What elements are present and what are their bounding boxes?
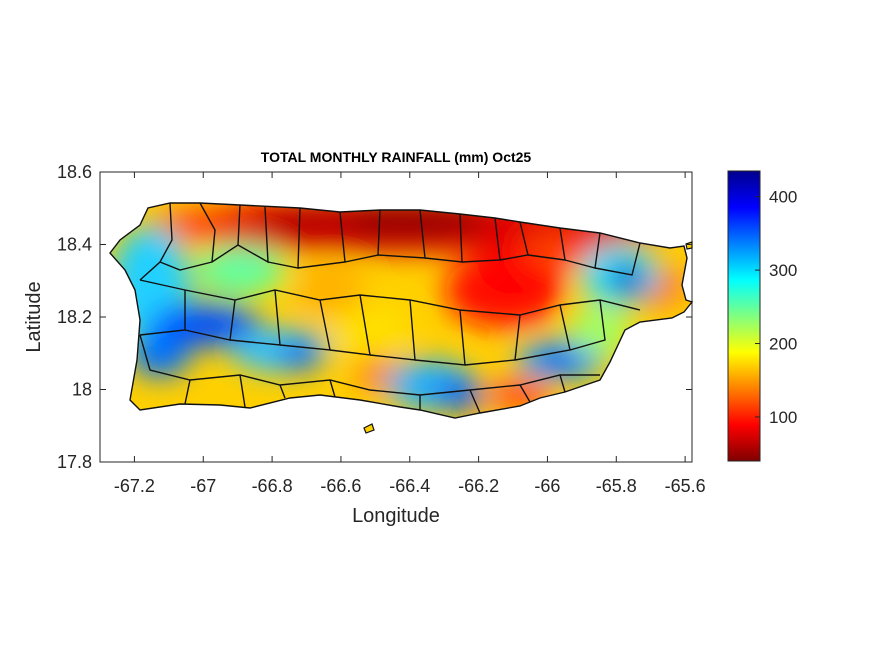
- x-tick-label: -66.8: [252, 476, 293, 496]
- x-tick-label: -66.2: [458, 476, 499, 496]
- municipality-boundaries: [109, 202, 694, 419]
- y-tick-label: 17.8: [57, 452, 92, 472]
- x-tick-label: -65.6: [665, 476, 706, 496]
- colorbar-tick-label: 300: [769, 261, 797, 280]
- x-tick-label: -65.8: [596, 476, 637, 496]
- colorbar: [727, 170, 761, 462]
- x-tick-label: -66.6: [320, 476, 361, 496]
- colorbar-tick-label: 200: [769, 335, 797, 354]
- x-tick-label: -67: [190, 476, 216, 496]
- x-tick-label: -67.2: [114, 476, 155, 496]
- y-tick-label: 18.2: [57, 307, 92, 327]
- x-axis: -67.2 -67 -66.8 -66.6 -66.4 -66.2 -66 -65.8 -65.…: [114, 172, 706, 496]
- x-tick-label: -66: [534, 476, 560, 496]
- chart-title: TOTAL MONTHLY RAINFALL (mm) Oct25: [261, 149, 532, 165]
- x-tick-label: -66.4: [389, 476, 430, 496]
- colorbar-tick-label: 100: [769, 408, 797, 427]
- y-tick-label: 18.6: [57, 162, 92, 182]
- y-axis: 18.6 18.4 18.2 18 17.8: [57, 162, 692, 472]
- y-axis-label: Latitude: [23, 281, 45, 352]
- colorbar-tick-label: 400: [769, 188, 797, 207]
- offshore-islands: [363, 241, 693, 434]
- rainfall-field: [110, 203, 692, 418]
- y-tick-label: 18.4: [57, 235, 92, 255]
- x-axis-label: Longitude: [352, 505, 440, 527]
- y-tick-label: 18: [72, 380, 92, 400]
- colorbar-ticks: 100 200 300 400: [755, 188, 797, 427]
